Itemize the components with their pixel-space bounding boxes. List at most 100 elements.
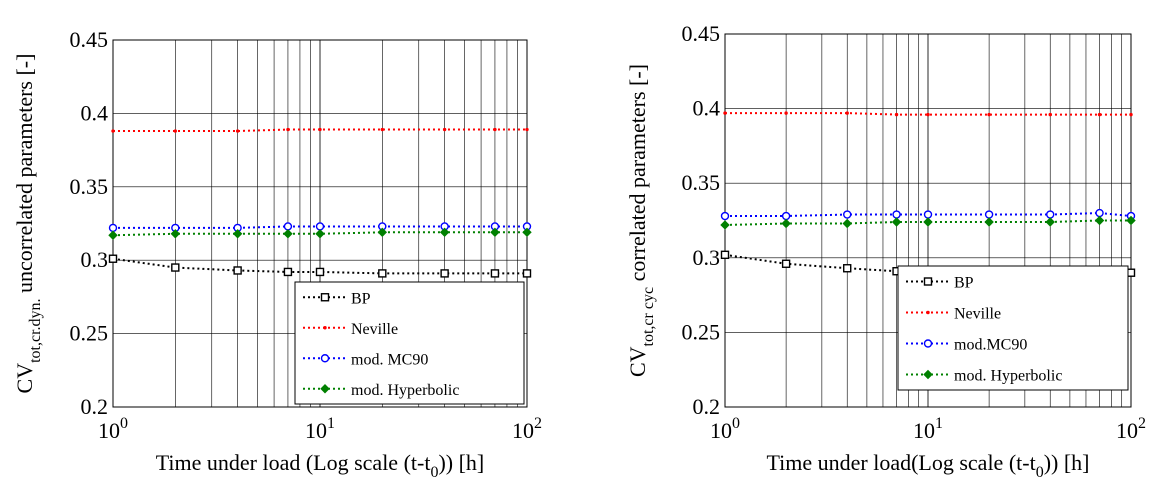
x-tick-exponent: 1 [935,415,943,432]
data-point [490,269,500,278]
y-tick-label: 0.3 [81,247,109,272]
legend-label: mod.MC90 [954,337,1027,354]
x-tick-base: 10 [98,418,120,443]
x-axis-label: Time under load(Log scale (t-t0)) [h] [766,450,1089,481]
x-axis-label-subscript: 0 [1036,464,1044,481]
y-axis-label: CVtot,cr.dyn. uncorrelated parameters [-… [12,54,44,394]
series-neville [723,111,1133,117]
data-point [490,227,500,238]
data-point [843,210,852,219]
series-line [112,231,527,237]
legend-marker [323,326,327,330]
y-tick-label: 0.2 [81,394,109,419]
legend-label: BP [954,275,974,292]
data-point [781,211,791,221]
series-line [113,225,527,229]
legend-label: mod. Hyperbolic [351,382,459,399]
data-point [108,230,118,240]
y-tick-label: 0.4 [81,100,109,125]
series-line [113,128,527,133]
data-point [111,129,115,133]
data-point [1126,215,1136,226]
data-point [1095,208,1104,218]
series-line [112,257,527,275]
data-point [923,217,933,227]
y-tick-label: 0.35 [682,170,721,195]
data-point [1094,215,1105,226]
legend-marker [926,310,930,315]
series-mod-hyperbolic [720,215,1136,230]
data-point [522,269,532,278]
data-point [108,223,118,233]
data-point [108,254,118,263]
data-point [315,267,325,277]
data-point [845,111,849,115]
data-point [784,111,788,115]
legend-marker [320,384,330,394]
x-tick-exponent: 2 [1138,415,1146,432]
legend-box [294,281,525,405]
x-tick-exponent: 2 [534,415,542,432]
data-point [318,127,322,132]
data-point [984,210,994,219]
data-point [286,127,290,132]
y-tick-label: 0.35 [70,174,109,199]
x-axis-label: Time under load (Log scale (t-t0)) [h] [156,450,485,481]
x-tick-label: 101 [305,415,335,443]
data-point [235,129,240,133]
legend-box [897,265,1129,391]
x-axis-label-tail: )) [h] [438,450,484,475]
legend-marker [923,277,933,286]
x-axis-label-subscript: 0 [430,464,438,481]
data-point [843,264,852,273]
x-tick-base: 10 [512,418,534,443]
y-tick-label: 0.3 [693,245,721,270]
data-point [283,229,293,239]
y-axis-label-rest: uncorrelated parameters [-] [12,54,37,299]
legend-marker [320,293,330,302]
legend-marker [320,354,330,363]
data-point [1126,268,1136,277]
data-point [781,218,791,229]
data-point [1046,210,1055,219]
data-point [440,269,449,278]
y-axis-label-cv: CV [12,363,37,394]
data-point [525,127,529,132]
y-tick-label: 0.2 [693,394,721,419]
data-point [171,263,180,272]
x-tick-base: 10 [710,418,732,443]
y-tick-label: 0.4 [693,96,721,121]
y-tick-label: 0.45 [682,21,721,46]
data-point [987,112,991,117]
data-point [892,210,901,219]
data-point [842,218,852,229]
x-tick-label: 101 [913,415,943,443]
data-point [522,227,532,238]
data-point [923,210,933,219]
legend-marker [923,339,933,348]
x-tick-exponent: 1 [327,415,335,432]
x-tick-base: 10 [913,418,935,443]
y-tick-label: 0.25 [70,321,109,346]
data-point [233,266,242,275]
series-line [725,212,1132,218]
y-axis-label-rest: correlated parameters [-] [625,64,650,287]
x-tick-base: 10 [1116,418,1138,443]
x-tick-label: 102 [1116,415,1146,443]
legend: BP Neville mod. MC90 mod. Hyperbolic [294,281,525,405]
legend-label: BP [351,290,371,307]
data-point [720,250,730,260]
y-axis-label-subscript: tot,cr cyc [640,287,657,347]
data-point [378,269,387,278]
data-point [894,112,899,117]
x-axis-label-tail: )) [h] [1044,450,1090,475]
data-point [442,127,447,132]
legend-marker [923,369,933,380]
legend: BP Neville mod.MC90 mod. Hyperbolic [897,265,1129,391]
data-point [173,129,178,133]
x-tick-exponent: 0 [732,415,740,432]
series-neville [111,127,529,133]
